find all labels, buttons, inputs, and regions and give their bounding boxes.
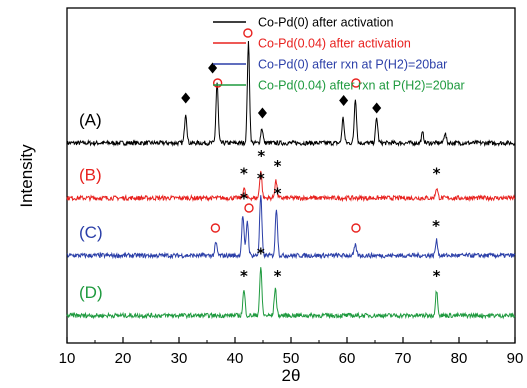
pattern-label-0: (A) <box>79 111 102 130</box>
pattern-labels: (A) (B) (C) (D) <box>79 111 103 303</box>
series-line-0 <box>66 40 516 147</box>
marker-diamond <box>372 102 382 114</box>
marker-asterisk: * <box>240 267 248 285</box>
marker-pd-circle <box>244 203 254 213</box>
marker-asterisk: * <box>240 165 248 183</box>
pattern-label-1: (B) <box>79 166 102 185</box>
legend-entry-0: Co-Pd(0) after activation <box>258 16 394 30</box>
series-layer <box>66 40 516 320</box>
x-tick-label: 20 <box>115 350 132 367</box>
marker-diamond <box>339 95 349 106</box>
marker-pd-circle <box>243 28 253 38</box>
x-tick-label: 80 <box>451 350 468 367</box>
marker-diamond <box>208 62 218 74</box>
x-tick-label: 30 <box>171 350 188 367</box>
x-tick-label: 70 <box>395 350 412 367</box>
marker-asterisk: * <box>274 267 282 285</box>
pattern-label-3: (D) <box>79 283 103 302</box>
x-tick-label: 50 <box>283 350 300 367</box>
legend: Co-Pd(0) after activation Co-Pd(0.04) aft… <box>213 16 465 93</box>
x-tick-label: 40 <box>227 350 244 367</box>
x-axis-label: 2θ <box>282 366 301 385</box>
legend-entry-1: Co-Pd(0.04) after activation <box>258 37 411 51</box>
marker-asterisk: * <box>432 217 440 235</box>
y-axis-label: Intensity <box>17 144 36 208</box>
legend-entry-3: Co-Pd(0.04) after rxn at P(H2)=20bar <box>258 79 465 93</box>
pattern-label-2: (C) <box>79 223 103 242</box>
marker-asterisk: * <box>433 165 441 183</box>
legend-entry-2: Co-Pd(0) after rxn at P(H2)=20bar <box>258 58 447 72</box>
marker-asterisk: * <box>257 170 265 188</box>
marker-pd-circle <box>351 223 361 233</box>
marker-pd-circle <box>212 78 223 88</box>
marker-asterisk: * <box>257 245 265 263</box>
marker-asterisk: * <box>433 267 441 285</box>
x-axis-ticks: 10 20 30 40 50 60 70 80 90 <box>59 337 524 367</box>
marker-diamond <box>257 107 267 119</box>
marker-asterisk: * <box>257 147 265 165</box>
series-line-2 <box>66 195 516 260</box>
marker-pd-circle <box>351 78 361 88</box>
marker-asterisk: * <box>240 190 248 208</box>
marker-asterisk: * <box>274 157 282 175</box>
x-tick-label: 60 <box>339 350 356 367</box>
x-tick-label: 10 <box>59 350 76 367</box>
peak-markers: * * * * * * * * * * * * <box>181 28 441 285</box>
marker-asterisk: * <box>274 185 282 203</box>
series-line-3 <box>66 267 516 320</box>
marker-pd-circle <box>210 223 221 233</box>
series-line-1 <box>66 170 516 203</box>
x-tick-label: 90 <box>507 350 524 367</box>
marker-diamond <box>181 92 191 104</box>
